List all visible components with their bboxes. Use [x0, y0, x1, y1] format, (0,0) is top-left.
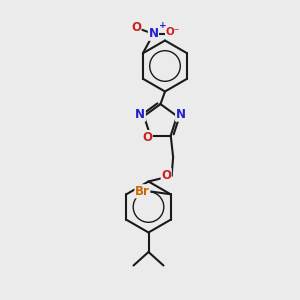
Text: O: O — [131, 21, 141, 34]
Text: O: O — [161, 169, 171, 182]
Text: N: N — [176, 108, 186, 121]
Text: N: N — [135, 108, 146, 121]
Text: +: + — [158, 21, 166, 30]
Text: N: N — [148, 27, 158, 40]
Text: Br: Br — [135, 185, 150, 198]
Text: O: O — [142, 130, 152, 144]
Text: O⁻: O⁻ — [166, 27, 180, 37]
